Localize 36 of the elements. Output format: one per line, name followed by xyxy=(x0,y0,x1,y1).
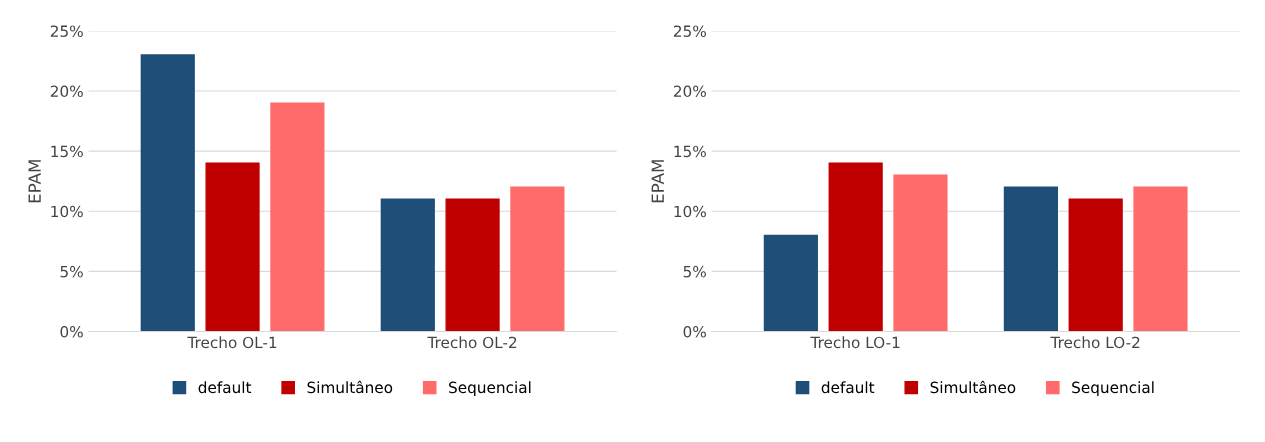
y-tick-label: 0% xyxy=(683,325,706,338)
y-tick-label: 10% xyxy=(51,205,83,218)
x-tick-label: Trecho LO-1 xyxy=(810,336,900,349)
legend-label: default xyxy=(198,381,252,394)
y-tick-label: 5% xyxy=(60,265,83,278)
bar xyxy=(445,198,500,332)
x-tick-label: Trecho OL-1 xyxy=(187,336,277,349)
y-tick-label: 20% xyxy=(50,85,83,98)
bar xyxy=(893,174,948,332)
y-tick-label: 20% xyxy=(673,85,706,98)
y-axis-title: EPAM xyxy=(28,160,41,203)
y-tick-label: 25% xyxy=(50,25,83,37)
y-tick-label: 25% xyxy=(673,25,706,37)
y-tick-label: 15% xyxy=(674,145,706,158)
legend-label: Simultâneo xyxy=(307,380,393,394)
bar xyxy=(1003,186,1058,332)
bar xyxy=(510,186,565,332)
bar xyxy=(140,54,195,332)
bar xyxy=(270,102,325,332)
legend-label: default xyxy=(821,381,875,394)
y-tick-label: 5% xyxy=(683,265,706,278)
legend-label: Sequencial xyxy=(1072,381,1154,397)
x-tick-label: Trecho LO-2 xyxy=(1050,336,1140,349)
y-tick-label: 10% xyxy=(674,205,706,218)
bar xyxy=(1133,186,1188,332)
bar xyxy=(828,162,883,332)
y-tick-label: 15% xyxy=(51,145,83,158)
bar xyxy=(763,234,818,332)
y-axis-title: EPAM xyxy=(651,160,664,203)
legend-label: Simultâneo xyxy=(930,380,1016,394)
bar xyxy=(380,198,435,332)
x-tick-label: Trecho OL-2 xyxy=(427,336,517,349)
bar xyxy=(205,162,260,332)
legend-label: Sequencial xyxy=(449,381,531,397)
bar xyxy=(1068,198,1123,332)
y-tick-label: 0% xyxy=(60,325,83,338)
